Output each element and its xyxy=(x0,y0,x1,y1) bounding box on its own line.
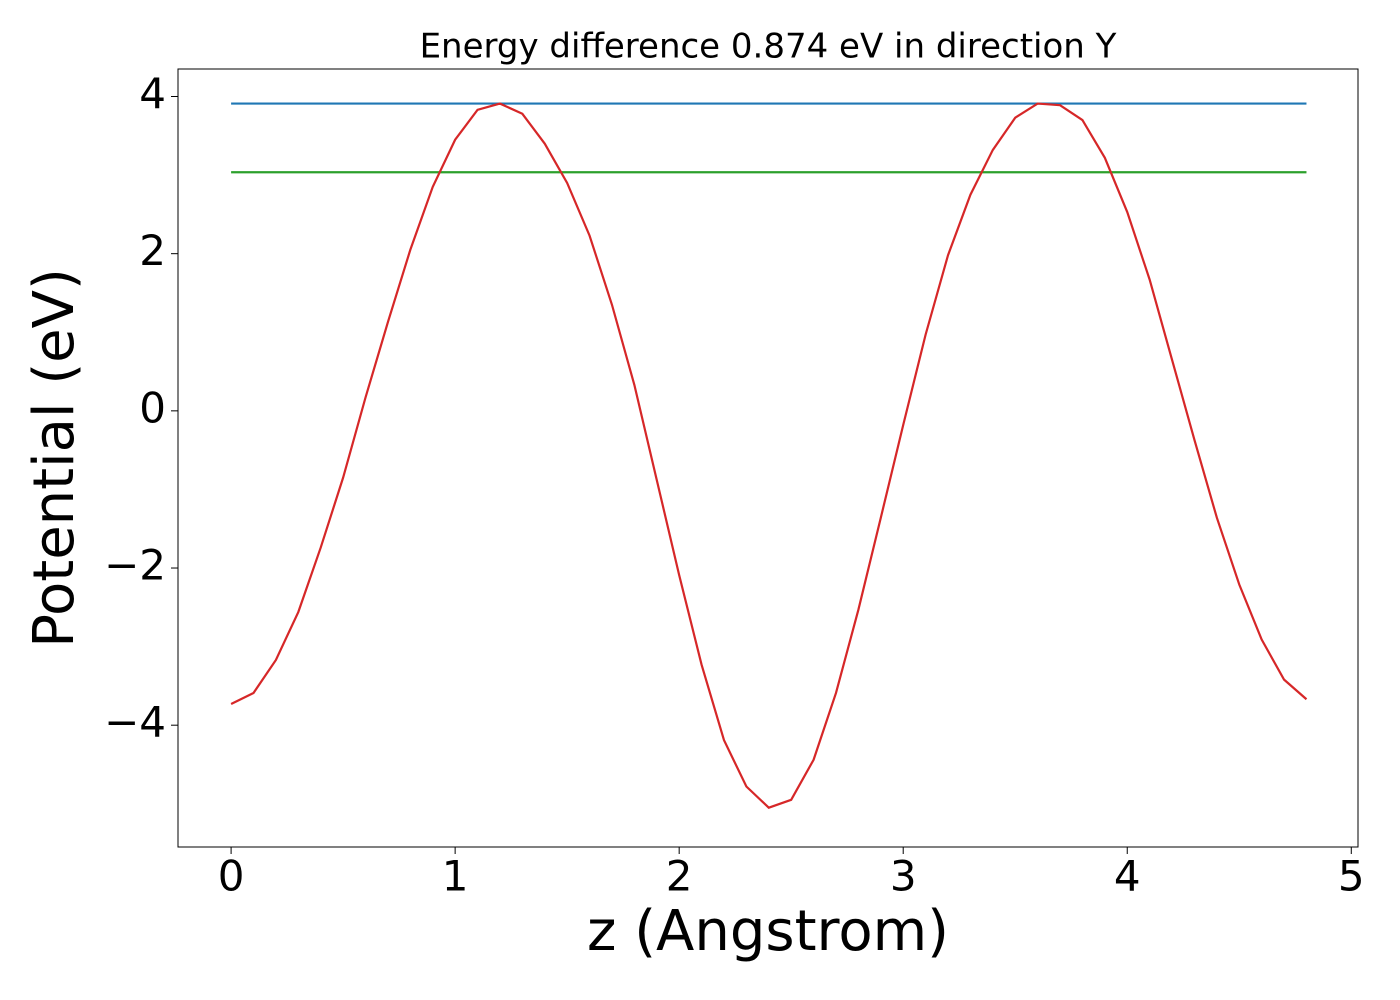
x-tick-label: 2 xyxy=(666,852,693,901)
plot-frame xyxy=(177,68,1359,848)
y-tick-label: −4 xyxy=(104,698,166,747)
y-tick-label: 4 xyxy=(139,69,166,118)
chart-title: Energy difference 0.874 eV in direction … xyxy=(420,27,1117,67)
x-axis-label: z (Angstrom) xyxy=(587,899,949,964)
y-tick-label: −2 xyxy=(104,541,166,590)
y-axis-label: Potential (eV) xyxy=(22,268,87,648)
y-tick-label: 0 xyxy=(139,383,166,432)
series-line xyxy=(230,102,1308,809)
x-tick-label: 3 xyxy=(890,852,917,901)
y-tick-label: 2 xyxy=(139,226,166,275)
x-tick-label: 1 xyxy=(442,852,469,901)
x-tick-label: 5 xyxy=(1338,852,1365,901)
x-tick-label: 4 xyxy=(1114,852,1141,901)
x-tick-label: 0 xyxy=(218,852,245,901)
